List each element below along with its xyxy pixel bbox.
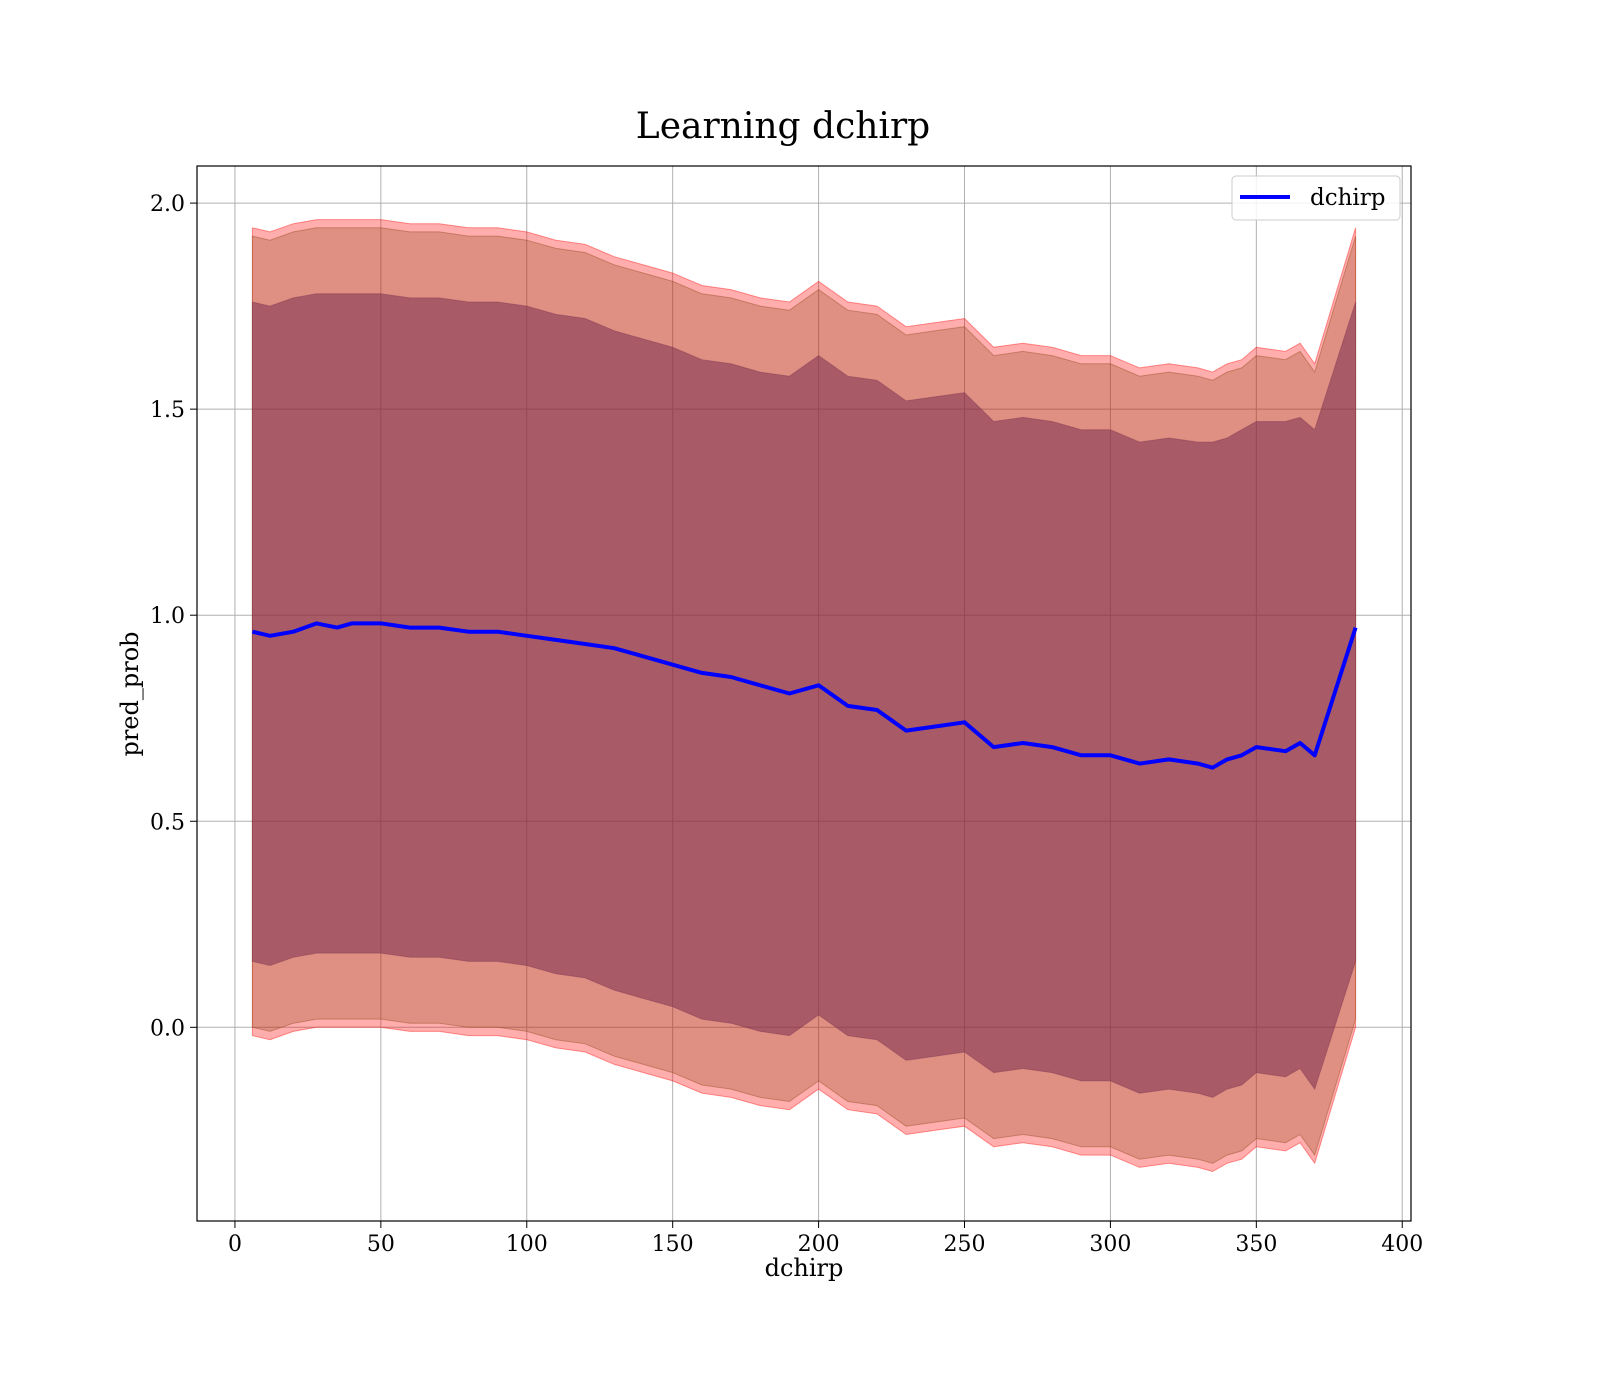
confidence-band-2 xyxy=(251,293,1357,1098)
y-tick-label: 1.5 xyxy=(150,398,185,423)
x-axis-ticks: 0 50 100 150 200 250 300 350 400 xyxy=(228,1221,1423,1257)
x-tick-label: 0 xyxy=(228,1232,242,1257)
y-axis-label: pred_prob xyxy=(116,631,144,756)
y-tick-label: 0.0 xyxy=(150,1016,185,1041)
x-tick-label: 300 xyxy=(1089,1232,1131,1257)
y-tick-label: 2.0 xyxy=(150,192,185,217)
y-tick-label: 1.0 xyxy=(150,604,185,629)
series-lines xyxy=(251,621,1358,770)
confidence-bands xyxy=(251,219,1357,1173)
x-tick-label: 250 xyxy=(944,1232,986,1257)
x-tick-label: 350 xyxy=(1235,1232,1277,1257)
series-line-dchirp xyxy=(251,621,1358,770)
legend: dchirp xyxy=(1231,175,1401,221)
x-tick-label: 150 xyxy=(652,1232,694,1257)
x-tick-label: 100 xyxy=(506,1232,548,1257)
plot-frame xyxy=(196,165,1412,1222)
y-tick-label: 0.5 xyxy=(150,810,185,835)
chart-title: Learning dchirp xyxy=(636,106,930,147)
x-tick-label: 200 xyxy=(798,1232,840,1257)
x-tick-label: 400 xyxy=(1381,1232,1423,1257)
x-tick-label: 50 xyxy=(367,1232,395,1257)
legend-box xyxy=(1231,175,1401,221)
x-axis-label: dchirp xyxy=(765,1254,844,1282)
y-axis-ticks: 0.0 0.5 1.0 1.5 2.0 xyxy=(150,192,197,1041)
legend-label-dchirp: dchirp xyxy=(1310,185,1386,211)
